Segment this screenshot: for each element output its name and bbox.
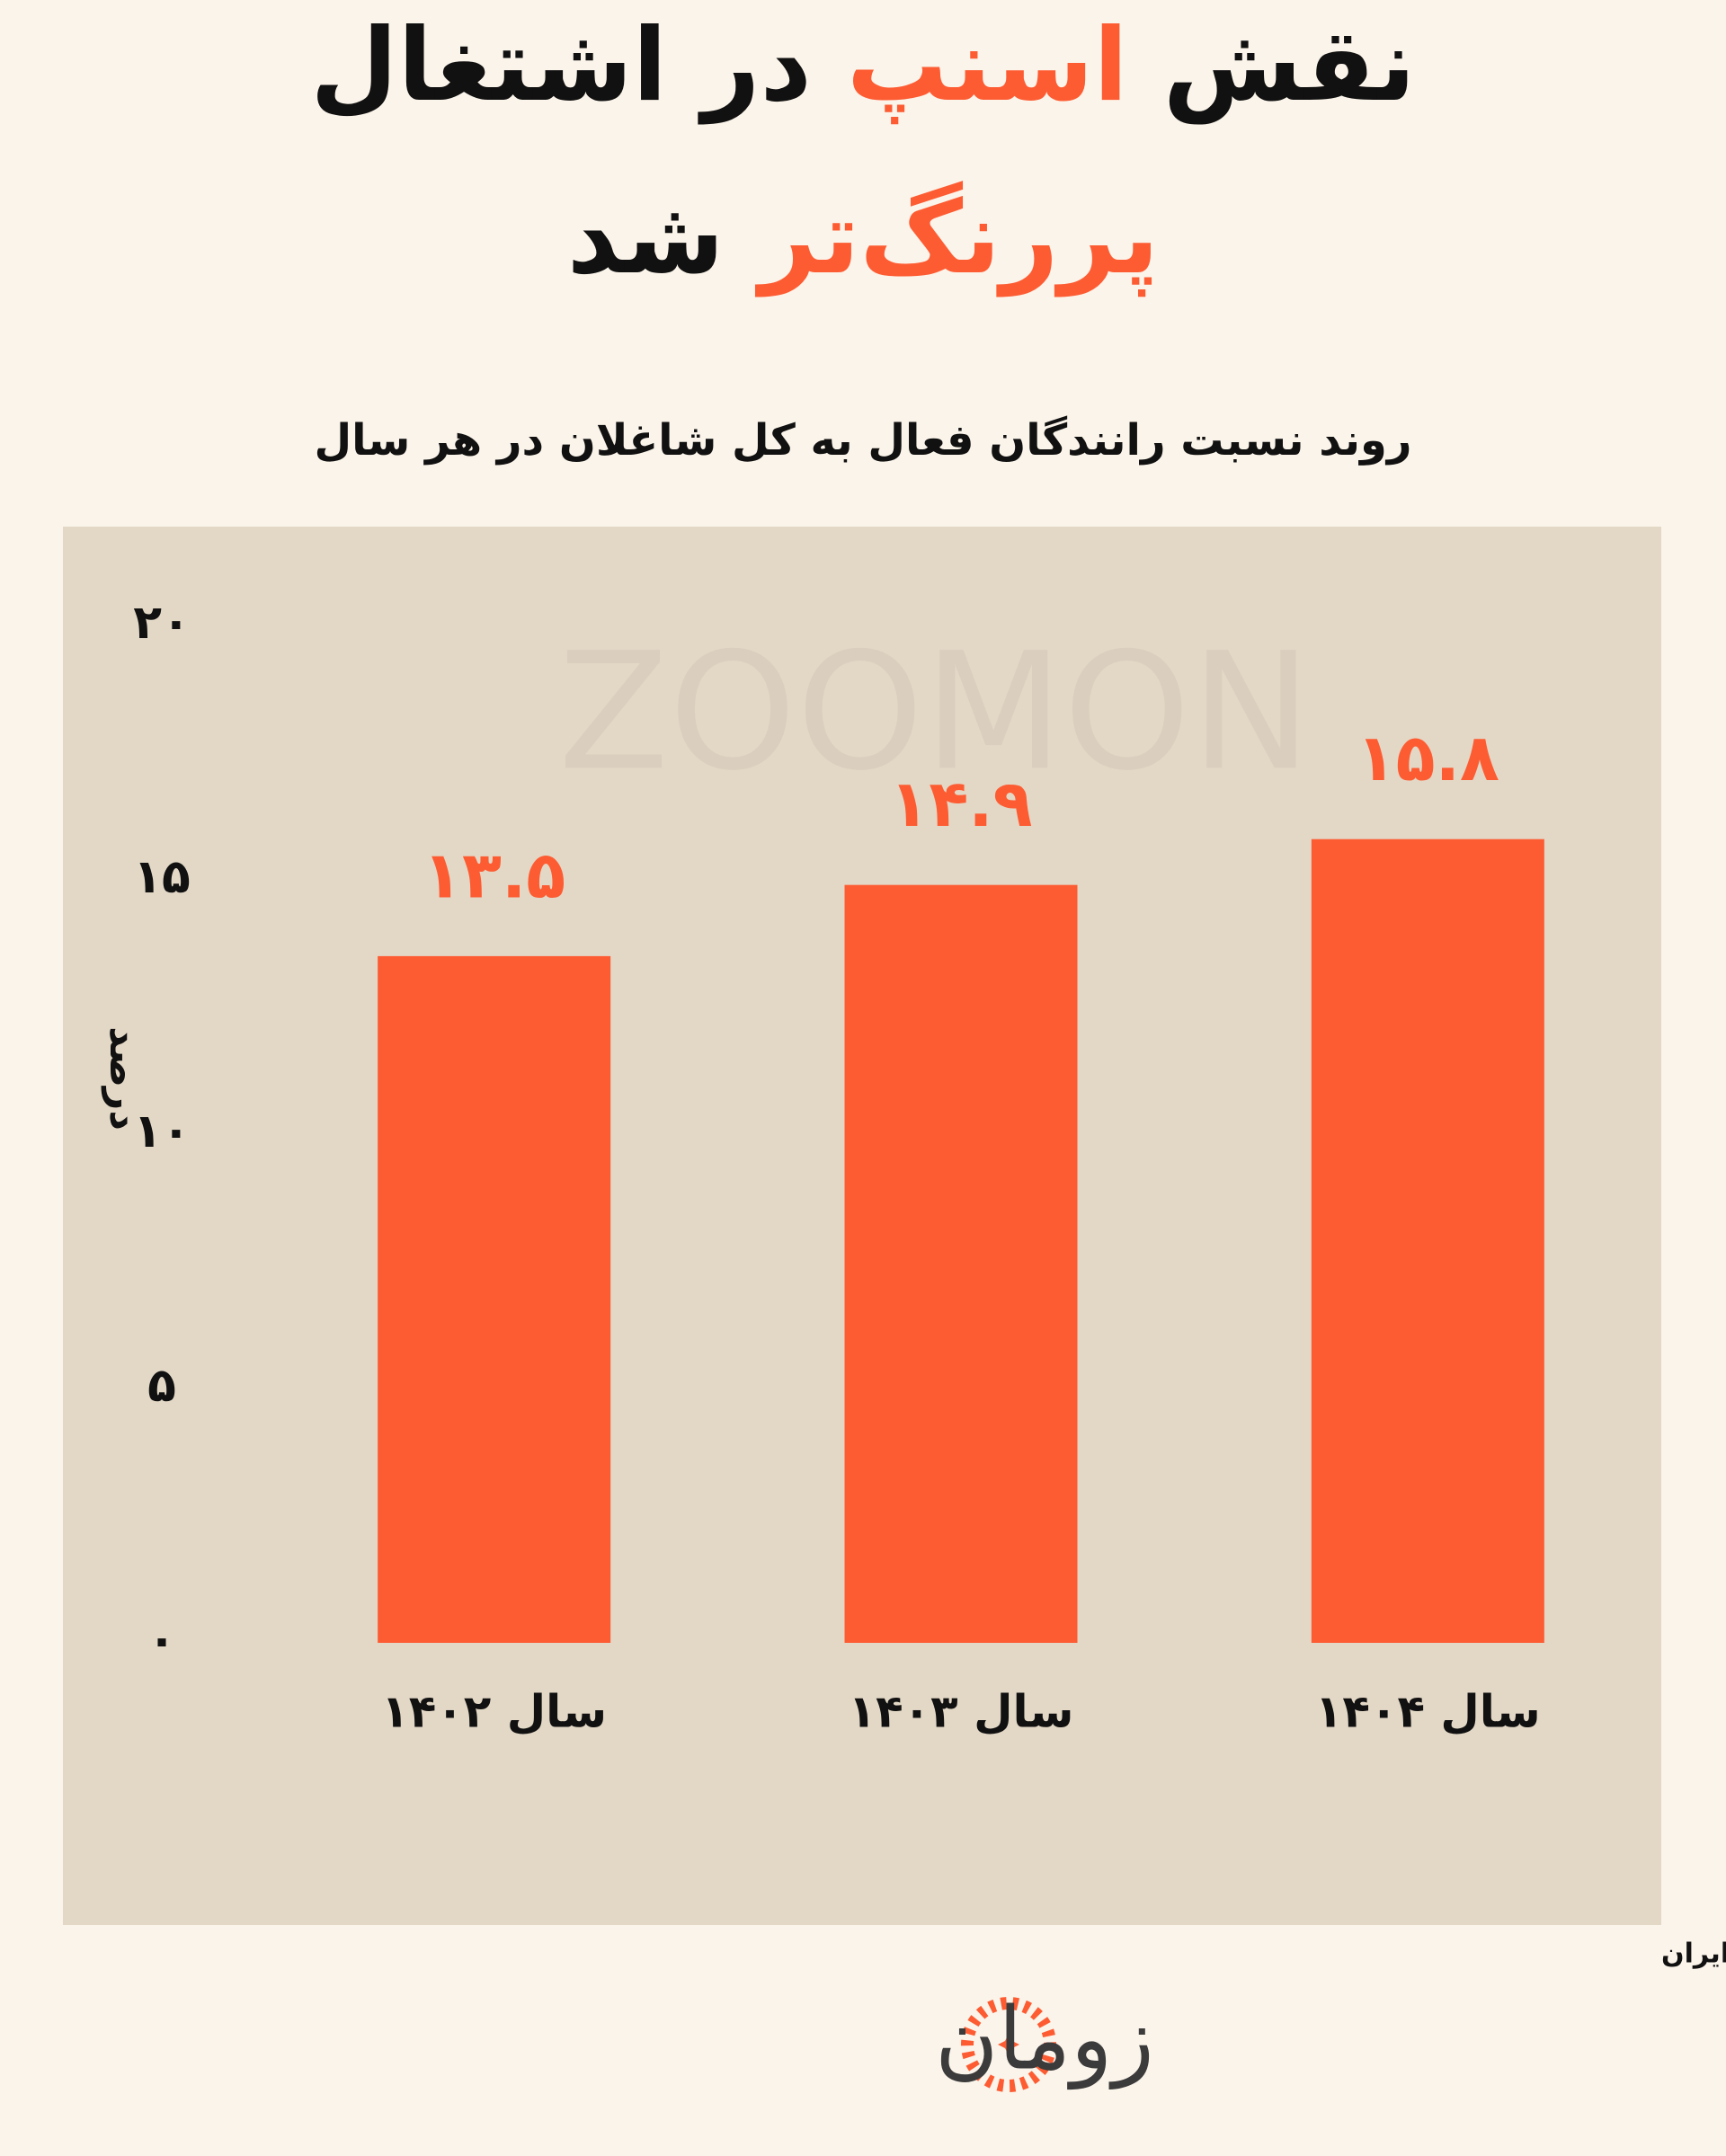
bar bbox=[844, 884, 1078, 1643]
value-label: ۱۳.۵ bbox=[423, 837, 565, 912]
chart-subtitle: روند نسبت رانندگان فعال به کل شاغلان در … bbox=[314, 415, 1411, 466]
logo-text: زومان bbox=[935, 1988, 1154, 2089]
y-tick-label: ۱۰ bbox=[133, 1105, 190, 1158]
title-segment: نقش bbox=[1128, 7, 1416, 124]
logo-star bbox=[998, 2034, 1019, 2055]
y-tick-label: ۵ bbox=[147, 1359, 176, 1413]
x-tick-label: سال ۱۴۰۲ bbox=[381, 1686, 607, 1738]
source-note: منبع داده: اسنپ و مرکز آمار ایران bbox=[1661, 1937, 1726, 1970]
y-tick-label: ۲۰ bbox=[133, 596, 190, 650]
x-tick-label: سال ۱۴۰۳ bbox=[849, 1686, 1074, 1738]
watermark: ZOOMON bbox=[558, 618, 1312, 806]
y-axis-label: درصد bbox=[101, 1026, 147, 1131]
title-segment: شد bbox=[567, 180, 760, 297]
bar bbox=[378, 955, 611, 1643]
title-segment: پررنگ‌تر bbox=[755, 180, 1160, 297]
logo-ring bbox=[961, 1997, 1056, 2092]
x-tick-label: سال ۱۴۰۴ bbox=[1315, 1686, 1541, 1738]
y-tick-label: ۱۵ bbox=[133, 850, 190, 904]
chart-title: نقش اسنپ در اشتغال پررنگ‌تر شد bbox=[310, 7, 1415, 297]
title-segment: در اشتغال bbox=[310, 7, 847, 124]
title-line: نقش اسنپ در اشتغال bbox=[310, 7, 1415, 125]
bar bbox=[1311, 838, 1544, 1643]
value-label: ۱۵.۸ bbox=[1357, 720, 1499, 795]
title-segment: اسنپ bbox=[847, 7, 1128, 125]
value-label: ۱۴.۹ bbox=[889, 766, 1032, 841]
logo-icon bbox=[961, 1997, 1056, 2092]
title-line: پررنگ‌تر شد bbox=[567, 180, 1160, 297]
y-tick-label: ۰ bbox=[147, 1613, 176, 1667]
